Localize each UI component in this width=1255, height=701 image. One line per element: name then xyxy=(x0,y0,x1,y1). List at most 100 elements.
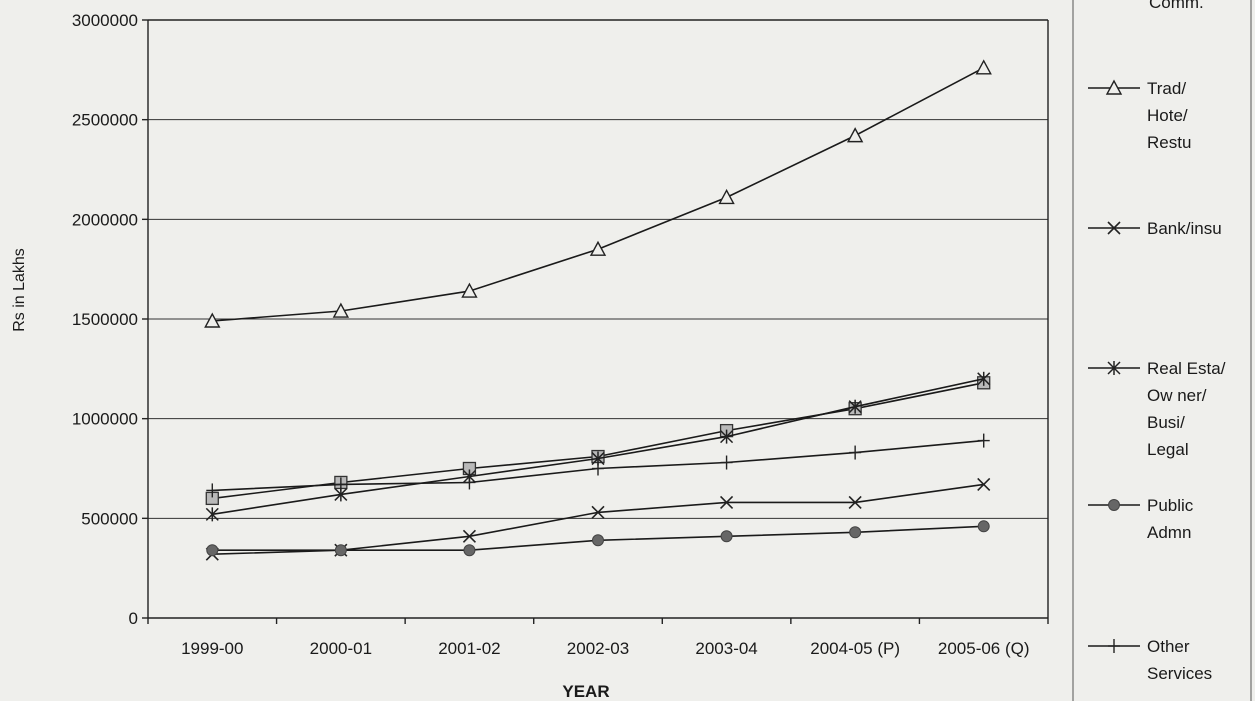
data-point-marker xyxy=(718,188,735,205)
x-tick-label: 2004-05 (P) xyxy=(810,639,900,658)
series-1 xyxy=(204,59,992,328)
data-point-marker xyxy=(848,399,862,414)
data-point-marker xyxy=(1107,221,1121,235)
data-point-marker xyxy=(1107,361,1121,375)
x-tick-label: 2005-06 (Q) xyxy=(938,639,1030,658)
legend-label: Trad/ xyxy=(1147,79,1186,98)
data-point-marker xyxy=(975,59,992,75)
legend-label: Comm. xyxy=(1149,0,1204,12)
y-tick-labels: 0 500000 1000000 1500000 2000000 2500000 30000… xyxy=(72,11,138,628)
legend: Comm. Trad/Hote/Restu Bank/insu Real Esta/O… xyxy=(1072,0,1252,701)
marker-circle xyxy=(849,526,862,539)
x-tick-label: 1999-00 xyxy=(181,639,243,658)
marker-circle xyxy=(720,530,733,543)
data-point-marker xyxy=(849,445,862,460)
data-point-marker xyxy=(334,544,347,557)
data-point-marker xyxy=(720,429,734,444)
y-tick-label: 2500000 xyxy=(72,111,138,130)
legend-label: Restu xyxy=(1147,133,1191,152)
marker-x-stroke xyxy=(591,505,605,519)
marker-x-stroke xyxy=(848,495,862,509)
legend-item-3: Real Esta/Ow ner/Busi/Legal xyxy=(1088,359,1226,459)
marker-triangle xyxy=(332,302,350,318)
legend-item-1: Trad/Hote/Restu xyxy=(1088,79,1191,152)
legend-label: Busi/ xyxy=(1147,413,1185,432)
series-4 xyxy=(206,520,990,557)
legend-label: Hote/ xyxy=(1147,106,1188,125)
data-point-marker xyxy=(977,371,991,386)
data-point-marker xyxy=(589,240,607,256)
data-point-marker xyxy=(977,477,991,492)
marker-x-stroke xyxy=(1107,221,1121,235)
legend-label: Real Esta/ xyxy=(1147,359,1226,378)
data-point-marker xyxy=(461,282,478,298)
legend-label: Legal xyxy=(1147,440,1189,459)
data-point-marker xyxy=(720,495,734,509)
data-point-marker xyxy=(206,544,219,557)
series-line xyxy=(212,67,985,322)
data-point-marker xyxy=(463,544,476,557)
data-point-marker xyxy=(720,455,733,470)
axes xyxy=(142,19,1049,624)
legend-label: Bank/insu xyxy=(1147,219,1222,238)
data-point-marker xyxy=(205,507,219,522)
y-axis-title: Rs in Lakhs xyxy=(11,248,28,332)
marker-x-stroke xyxy=(720,495,734,509)
data-point-marker xyxy=(720,530,733,543)
marker-triangle xyxy=(589,240,607,256)
marker-circle xyxy=(206,544,219,557)
x-tick-label: 2002-03 xyxy=(567,639,629,658)
data-point-marker xyxy=(591,505,605,519)
series-5 xyxy=(206,433,990,498)
x-tick-label: 2000-01 xyxy=(310,639,372,658)
x-axis-title: YEAR xyxy=(562,682,609,701)
data-point-marker xyxy=(334,477,347,492)
legend-item-2: Bank/insu xyxy=(1088,219,1222,238)
series-2 xyxy=(205,477,991,561)
data-point-marker xyxy=(846,127,864,143)
series-3 xyxy=(205,371,991,522)
x-tick-label: 2003-04 xyxy=(695,639,757,658)
data-point-marker xyxy=(1108,639,1120,653)
marker-triangle xyxy=(461,282,478,298)
marker-circle xyxy=(334,544,347,557)
legend-label: Services xyxy=(1147,664,1212,683)
data-point-marker xyxy=(1105,79,1123,95)
data-point-marker xyxy=(592,534,604,547)
legend-item-5: Other Services xyxy=(1088,637,1212,683)
y-tick-label: 1500000 xyxy=(72,310,138,329)
legend-label: Other xyxy=(1147,637,1190,656)
data-point-marker xyxy=(1108,499,1120,511)
marker-triangle xyxy=(204,312,221,328)
marker-x-stroke xyxy=(977,477,991,492)
marker-triangle xyxy=(718,188,735,205)
y-tick-label: 0 xyxy=(129,609,138,628)
series-line xyxy=(212,378,984,516)
y-tick-label: 1000000 xyxy=(72,410,138,429)
y-tick-label: 500000 xyxy=(81,509,138,528)
marker-triangle xyxy=(1105,79,1123,95)
data-point-marker xyxy=(849,526,862,539)
gridlines xyxy=(148,19,1048,519)
marker-circle xyxy=(1108,499,1120,511)
legend-item-4: Public Admn xyxy=(1088,496,1194,542)
data-point-marker xyxy=(206,483,219,498)
data-point-marker xyxy=(848,495,862,509)
data-point-marker xyxy=(977,520,990,533)
legend-label: Admn xyxy=(1147,523,1191,542)
marker-circle xyxy=(463,544,476,557)
marker-triangle xyxy=(846,127,864,143)
legend-label: Public xyxy=(1147,496,1194,515)
x-tick-labels: 1999-00 2000-01 2001-02 2002-03 2003-04 2004-… xyxy=(181,639,1029,658)
marker-circle xyxy=(592,534,604,547)
data-point-marker xyxy=(977,433,990,448)
data-point-marker xyxy=(204,312,221,328)
marker-x-stroke xyxy=(462,529,476,543)
y-tick-label: 3000000 xyxy=(72,11,138,30)
x-tick-label: 2001-02 xyxy=(438,639,500,658)
data-point-marker xyxy=(463,475,476,490)
data-point-marker xyxy=(462,529,476,543)
marker-triangle xyxy=(975,59,992,75)
legend-label: Ow ner/ xyxy=(1147,386,1207,405)
